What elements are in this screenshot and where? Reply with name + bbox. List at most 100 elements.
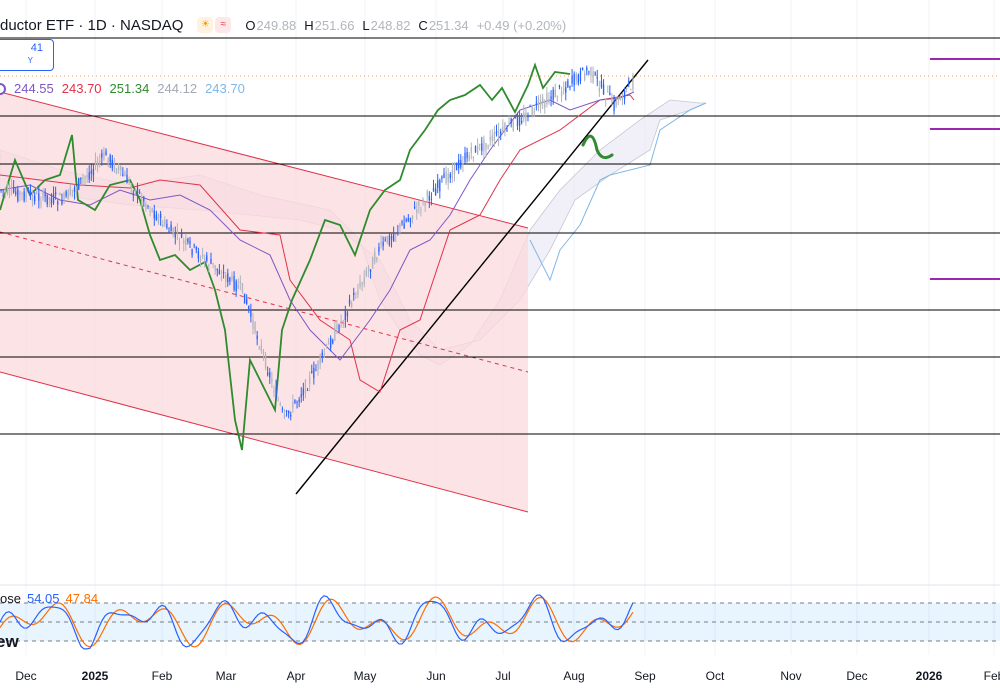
- candle-body: [346, 312, 349, 317]
- candle-body: [246, 299, 248, 304]
- candle-body: [390, 236, 393, 240]
- candle-body: [420, 209, 422, 211]
- candle-body: [269, 372, 271, 378]
- candle-body: [42, 190, 44, 199]
- candle-body: [50, 197, 53, 204]
- candle-body: [130, 184, 132, 189]
- candle-body: [344, 310, 347, 321]
- candle-body: [296, 401, 298, 403]
- approx-icon[interactable]: ≈: [215, 17, 232, 33]
- candle-body: [168, 231, 170, 233]
- candle-body: [512, 120, 514, 131]
- candle-body: [216, 268, 218, 271]
- candle-body: [67, 190, 69, 200]
- candle-body: [27, 190, 30, 192]
- candle-body: [539, 100, 542, 106]
- cloud-span-b-line: [529, 102, 707, 282]
- candle-body: [611, 97, 613, 104]
- trend-line: [295, 59, 649, 495]
- price-box[interactable]: 41 Y: [0, 39, 54, 71]
- candle-body: [187, 238, 189, 242]
- candle-body: [468, 155, 470, 161]
- symbol-title[interactable]: ductor ETF · 1D · NASDAQ: [0, 16, 184, 34]
- candle-body: [579, 71, 582, 82]
- candle-body: [120, 165, 122, 171]
- candle-body: [92, 169, 95, 176]
- candle-body: [625, 87, 628, 89]
- weather-sun-icon[interactable]: ☀: [197, 17, 214, 33]
- low-key: L: [362, 17, 370, 33]
- candle-body: [99, 160, 101, 162]
- candle-body: [111, 159, 113, 169]
- candle-body: [149, 210, 151, 213]
- open-value: 249.88: [256, 17, 297, 33]
- candle-body: [546, 93, 548, 105]
- candle-body: [266, 372, 269, 375]
- candle-body: [138, 191, 141, 193]
- candle-body: [353, 292, 355, 296]
- candle-body: [592, 71, 594, 83]
- candle-body: [155, 214, 158, 221]
- candle-body: [413, 206, 416, 209]
- candle-body: [105, 150, 107, 156]
- candle-body: [69, 187, 71, 195]
- time-axis[interactable]: Dec 2025 Feb Mar Apr May Jun Jul Aug Sep…: [0, 660, 1000, 690]
- channel-upper-line: [0, 91, 529, 229]
- candle-body: [371, 257, 374, 269]
- candle-body: [569, 86, 571, 88]
- candle-body: [241, 283, 244, 293]
- candle-body: [451, 170, 454, 179]
- x-tick: 2026: [915, 669, 943, 683]
- candle-body: [493, 132, 496, 141]
- low-value: 248.82: [370, 17, 411, 33]
- candle-body: [325, 344, 328, 348]
- candle-body: [225, 275, 227, 282]
- candle-body: [367, 268, 370, 270]
- candle-body: [554, 89, 556, 98]
- candle-body: [84, 176, 86, 178]
- candle-body: [458, 159, 460, 169]
- candle-body: [583, 73, 586, 80]
- candle-body: [304, 379, 307, 394]
- candle-body: [78, 178, 80, 190]
- candle-body: [159, 213, 162, 218]
- candle-body: [204, 258, 206, 261]
- indicator-settings-icon[interactable]: [0, 82, 6, 95]
- x-tick: Jun: [426, 669, 446, 683]
- candle-body: [392, 233, 395, 241]
- candle-body: [535, 102, 538, 104]
- candle-body: [376, 257, 378, 261]
- candle-body: [164, 220, 166, 225]
- x-tick: Feb: [983, 669, 1000, 683]
- open-key: O: [245, 17, 256, 33]
- candle-body: [596, 77, 598, 79]
- candle-body: [516, 116, 519, 126]
- candle-body: [491, 135, 493, 141]
- candle-body: [483, 139, 485, 152]
- tradingview-logo[interactable]: ew: [0, 632, 19, 651]
- candle-body: [462, 163, 464, 165]
- candle-body: [136, 187, 139, 196]
- stoch-legend: ose 54.05 47.84: [0, 591, 98, 606]
- candle-body: [397, 232, 399, 234]
- candle-body: [588, 71, 590, 73]
- candle-body: [434, 188, 437, 196]
- candle-body: [575, 73, 577, 81]
- candle-body: [455, 163, 458, 171]
- candle-body: [374, 251, 376, 263]
- candle-body: [474, 146, 477, 153]
- candle-body: [464, 152, 466, 162]
- candle-body: [172, 227, 174, 236]
- candle-body: [604, 98, 607, 100]
- candle-body: [411, 215, 414, 219]
- candle-body: [418, 201, 420, 207]
- candle-body: [500, 131, 502, 134]
- candle-body: [453, 162, 456, 174]
- candle-body: [416, 209, 418, 213]
- candle-body: [594, 72, 596, 75]
- candle-body: [426, 191, 428, 197]
- tenkan-value: 244.55: [14, 81, 54, 96]
- kijun-line: [0, 94, 635, 393]
- candle-body: [88, 172, 90, 180]
